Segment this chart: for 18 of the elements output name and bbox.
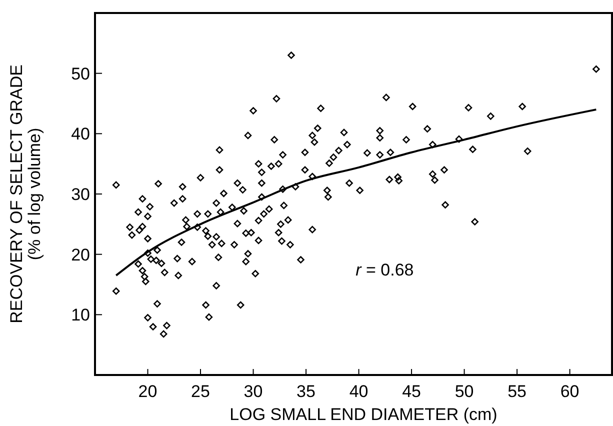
y-axis-title: RECOVERY OF SELECT GRADE (% of log volume): [7, 64, 44, 324]
x-tick-label: 45: [402, 382, 421, 401]
y-tick-label: 50: [71, 64, 90, 84]
x-tick-label: 30: [244, 382, 263, 401]
annotation: r = 0.68: [356, 260, 414, 280]
x-tick-label: 25: [191, 382, 210, 401]
x-tick-label: 40: [349, 382, 368, 401]
x-tick-label: 20: [138, 382, 158, 401]
x-axis-title: LOG SMALL END DIAMETER (cm): [230, 405, 498, 424]
x-tick-label: 50: [454, 382, 474, 401]
y-tick-label: 30: [71, 184, 90, 204]
y-tick-label: 20: [71, 245, 90, 264]
x-tick-label: 60: [560, 382, 580, 401]
y-tick-label: 10: [71, 306, 90, 325]
x-tick-label: 55: [508, 382, 526, 401]
line-series: [115, 108, 598, 276]
x-tick-label: 35: [296, 382, 316, 401]
y-tick-label: 40: [71, 124, 90, 144]
